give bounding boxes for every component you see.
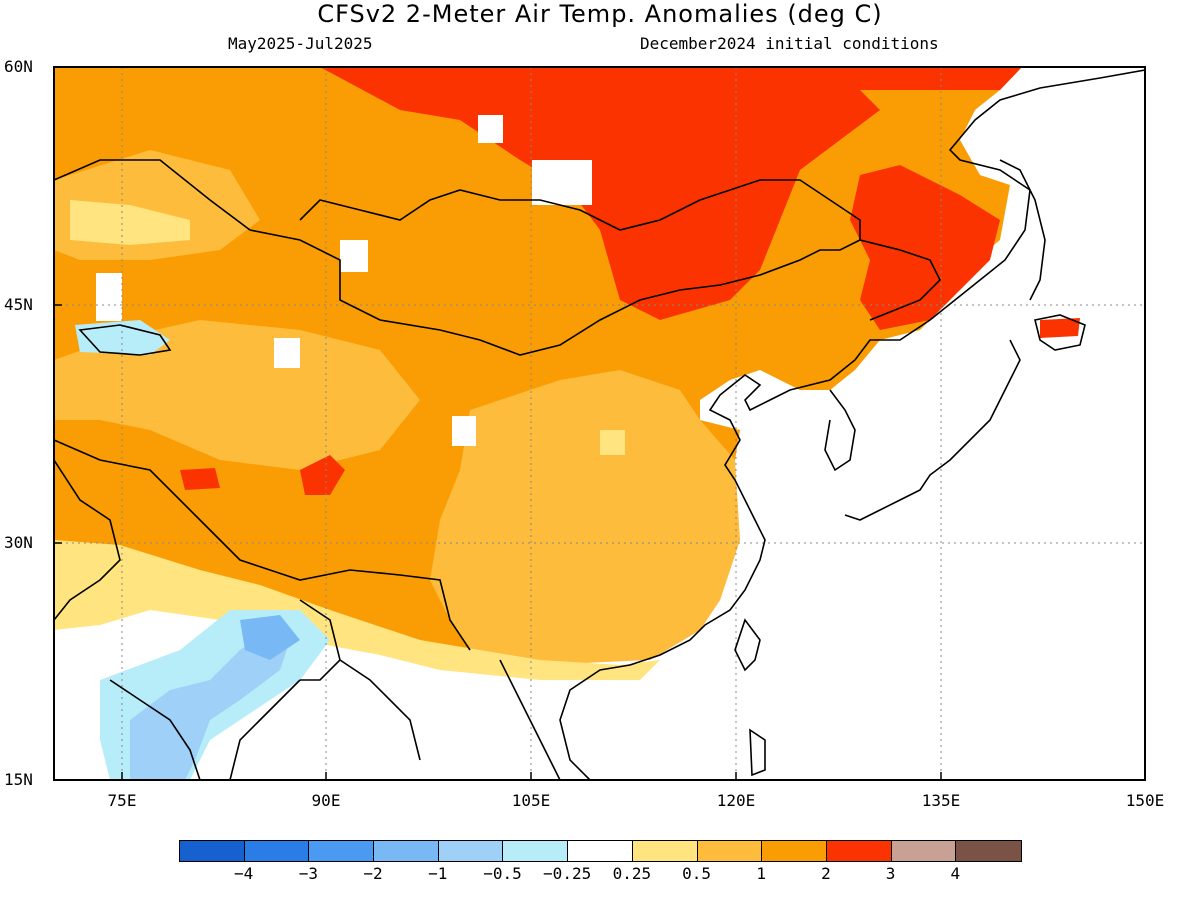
anomaly-region-0.5-to-1 <box>430 370 740 665</box>
lat-label-60n: 60N <box>4 57 33 76</box>
colorbar-tick-label: 2 <box>821 864 831 883</box>
map-frame <box>53 66 1146 781</box>
anomaly-region-2-to-3 <box>180 468 220 490</box>
colorbar-swatch <box>956 841 1021 861</box>
colorbar-tick-label: −4 <box>234 864 254 883</box>
colorbar-swatch <box>632 841 698 861</box>
colorbar-tick-label: −0.5 <box>483 864 522 883</box>
lat-label-15n: 15N <box>4 770 33 789</box>
colorbar-swatch <box>180 841 245 861</box>
colorbar-swatch <box>762 841 827 861</box>
colorbar-tick-label: 0.25 <box>612 864 652 883</box>
colorbar <box>179 840 1022 862</box>
lat-label-30n: 30N <box>4 533 33 552</box>
initial-conditions: December2024 initial conditions <box>640 34 939 53</box>
colorbar-swatch <box>438 841 504 861</box>
colorbar-tick-label: 4 <box>950 864 961 883</box>
axis-ticks <box>54 66 1146 781</box>
graticule <box>54 67 1145 780</box>
lon-label-120e: 120E <box>716 791 756 810</box>
coastlines-and-borders <box>54 69 1145 780</box>
anomaly-region-minus1-to-minus0.5 <box>130 630 290 780</box>
colorbar-tick-label: −3 <box>298 864 318 883</box>
colorbar-swatch <box>891 841 957 861</box>
colorbar-tick-label: −1 <box>428 864 448 883</box>
colorbar-swatch <box>826 841 892 861</box>
colorbar-swatch <box>568 841 633 861</box>
lon-label-135e: 135E <box>921 791 961 810</box>
anomaly-region-0.25-to-0.5 <box>70 200 190 245</box>
lon-label-105e: 105E <box>511 791 551 810</box>
lon-label-150e: 150E <box>1125 791 1165 810</box>
colorbar-swatch <box>309 841 375 861</box>
forecast-period: May2025-Jul2025 <box>228 34 373 53</box>
colorbar-tick-label: 1 <box>756 864 767 883</box>
anomaly-region-minus1-to-minus0.5 <box>240 615 300 660</box>
map-title: CFSv2 2-Meter Air Temp. Anomalies (deg C… <box>317 0 883 28</box>
lat-label-45n: 45N <box>4 295 33 314</box>
anomaly-region-0.25-to-0.5 <box>54 540 660 680</box>
anomaly-region-2-to-3 <box>1040 318 1080 338</box>
colorbar-swatch <box>374 841 439 861</box>
lon-label-90e: 90E <box>311 791 341 810</box>
anomaly-region-2-to-3 <box>300 455 345 495</box>
colorbar-tick-label: −0.25 <box>543 864 592 883</box>
lon-label-75e: 75E <box>107 791 137 810</box>
anomaly-region-2-to-3 <box>850 165 1000 330</box>
colorbar-tick-label: 0.5 <box>682 864 711 883</box>
colorbar-tick-label: −2 <box>363 864 383 883</box>
colorbar-tick-label: 3 <box>885 864 896 883</box>
anomaly-region-0.25-to-0.5 <box>600 430 625 455</box>
anomaly-region-0.5-to-1 <box>54 320 420 470</box>
colorbar-swatch <box>503 841 569 861</box>
colorbar-swatch <box>244 841 310 861</box>
colorbar-swatch <box>697 841 763 861</box>
